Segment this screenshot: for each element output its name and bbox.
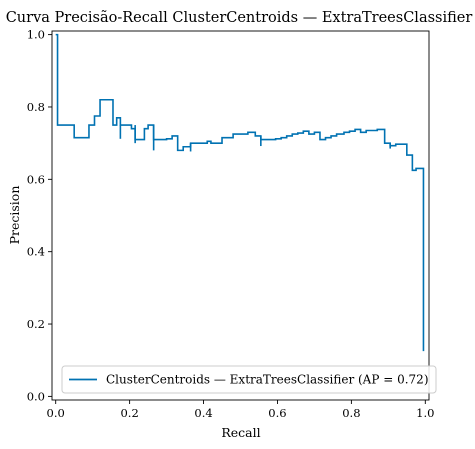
x-tick-label: 0.0 [47,406,65,420]
x-tick-label: 0.8 [342,406,360,420]
y-tick-label: 0.4 [27,245,45,259]
axes-frame [51,30,430,401]
x-tick-label: 0.6 [268,406,286,420]
x-tick-label: 0.4 [194,406,212,420]
curve-dips [119,125,391,152]
x-axis-ticks: 0.0 0.2 0.4 0.6 0.8 1.0 [47,400,434,420]
y-axis-label: Precision [7,186,22,245]
y-tick-label: 0.6 [27,172,45,186]
x-tick-label: 1.0 [416,406,434,420]
legend-box [61,365,437,394]
precision-recall-curve [55,33,425,352]
y-tick-label: 0.8 [27,100,45,114]
plot-area [55,33,425,352]
y-tick-label: 0.2 [27,317,45,331]
legend-entry-label: ClusterCentroids — ExtraTreesClassifier … [106,373,429,387]
legend: ClusterCentroids — ExtraTreesClassifier … [61,365,437,394]
y-tick-label: 0.0 [27,389,45,403]
y-tick-label: 1.0 [27,28,45,42]
y-axis-ticks: 0.0 0.2 0.4 0.6 0.8 1.0 [27,28,52,403]
x-tick-label: 0.2 [120,406,138,420]
x-axis-label: Recall [221,425,260,440]
chart-title: Curva Precisão-Recall ClusterCentroids —… [6,10,473,26]
